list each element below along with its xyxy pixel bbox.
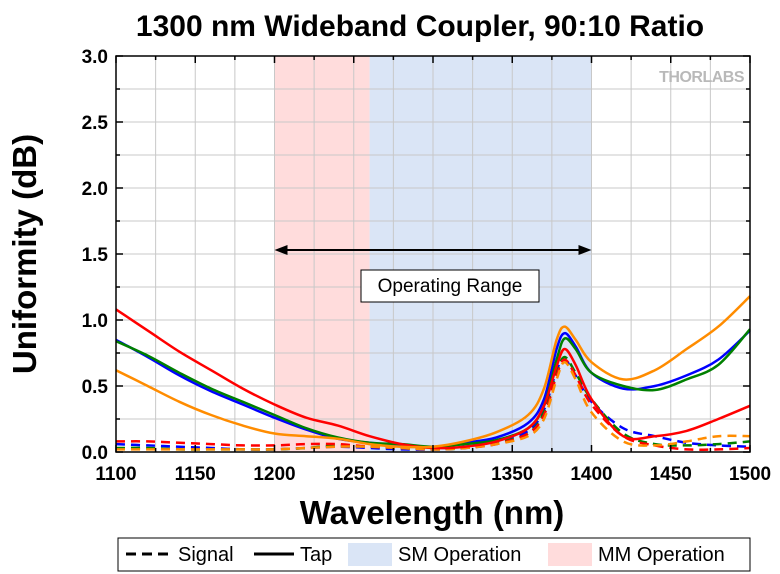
legend-tap-label: Tap	[300, 544, 332, 566]
series-tap-3	[115, 295, 751, 449]
legend-sm-swatch	[348, 543, 392, 566]
operating-range-annotation: Operating Range	[274, 245, 592, 303]
x-tick-label: 1100	[95, 464, 136, 485]
arrow-head-right	[578, 245, 592, 256]
series-signal-7	[116, 360, 751, 451]
data-series	[115, 295, 751, 451]
operating-range-label: Operating Range	[378, 276, 523, 297]
series-tap-2	[115, 308, 751, 450]
arrow-head-left	[274, 245, 288, 256]
x-tick-label: 1500	[729, 464, 771, 485]
y-tick-label: 2.5	[82, 113, 109, 134]
operating-range-box	[360, 269, 540, 303]
x-tick-label: 1200	[253, 464, 295, 485]
axis-ticks	[115, 55, 751, 453]
series-tap-0	[115, 329, 751, 449]
y-tick-labels: 0.0 0.5 1.0 1.5 2.0 2.5 3.0	[82, 47, 109, 464]
legend-box	[117, 537, 751, 572]
x-tick-label: 1450	[650, 464, 692, 485]
y-axis-label: Uniformity (dB)	[6, 134, 43, 374]
series-tap-1	[115, 328, 751, 448]
y-tick-label: 0.0	[82, 443, 108, 464]
x-tick-label: 1150	[175, 464, 216, 485]
x-tick-label: 1350	[491, 464, 533, 485]
legend: Signal Tap SM Operation MM Operation	[117, 537, 751, 572]
x-tick-label: 1400	[570, 464, 612, 485]
y-tick-label: 3.0	[82, 47, 108, 68]
legend-sm-label: SM Operation	[398, 544, 521, 566]
legend-mm-label: MM Operation	[598, 544, 725, 566]
y-tick-label: 0.5	[82, 377, 109, 398]
x-tick-labels: 1100 1150 1200 1250 1300 1350 1400 1450 1500	[95, 464, 771, 485]
legend-signal-label: Signal	[178, 544, 234, 566]
legend-mm-swatch	[548, 543, 592, 566]
chart-title: 1300 nm Wideband Coupler, 90:10 Ratio	[136, 10, 704, 43]
x-tick-label: 1300	[412, 464, 454, 485]
y-tick-label: 2.0	[82, 179, 108, 200]
x-axis-label: Wavelength (nm)	[300, 494, 565, 531]
y-tick-label: 1.0	[82, 311, 108, 332]
x-tick-label: 1250	[333, 464, 375, 485]
thorlabs-logo: THORLABS	[659, 69, 745, 86]
gridlines	[116, 56, 750, 452]
y-tick-label: 1.5	[82, 245, 109, 266]
